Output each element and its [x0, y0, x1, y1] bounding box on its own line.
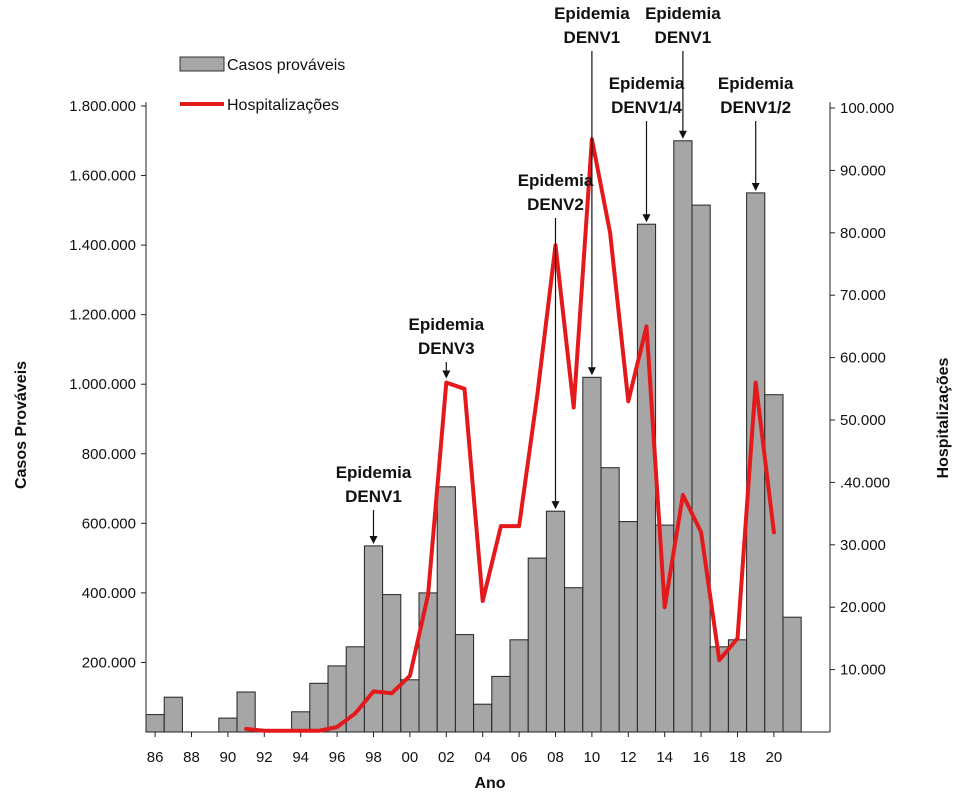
bar-1987 [163, 696, 183, 733]
x-tick-label: 04 [474, 749, 491, 766]
annotation-label: Epidemia [645, 4, 721, 23]
bar-1995 [309, 682, 329, 733]
hospitalizacoes-line [244, 137, 776, 733]
bar-2013 [636, 223, 657, 733]
annotation-arrow-head [369, 535, 378, 544]
bar-1990 [218, 717, 238, 733]
x-tick-label: 98 [365, 749, 382, 766]
y-right-tick-label: 90.000 [840, 162, 886, 179]
y-right-tick-label: 80.000 [840, 225, 886, 242]
y-left-tick-label: 1.600.000 [69, 168, 136, 185]
annotation-label: Epidemia [336, 463, 412, 482]
bar-2007 [527, 557, 547, 733]
y-left-tick-label: 800.000 [82, 446, 136, 463]
bar-2010 [582, 376, 602, 733]
annotation-arrow-head [442, 370, 451, 379]
annotation-label: DENV3 [418, 339, 475, 358]
y-left-axis-title: Casos Prováveis [13, 361, 30, 489]
annotation-arrow-head [678, 130, 687, 139]
y-right-tick-label: 10.000 [840, 662, 886, 679]
bar-2020 [764, 394, 784, 733]
x-tick-label: 00 [402, 749, 419, 766]
bar-2009 [564, 587, 584, 733]
annotation-label: DENV1 [655, 28, 712, 47]
x-tick-label: 94 [292, 749, 309, 766]
x-tick-label: 02 [438, 749, 455, 766]
y-right-tick-label: 70.000 [840, 287, 886, 304]
y-right-tick-label: 50.000 [840, 412, 886, 429]
bar-2001 [418, 592, 438, 733]
bar-2011 [600, 467, 620, 733]
bar-1986 [145, 714, 165, 733]
y-left-tick-label: 1.800.000 [69, 98, 136, 115]
annotation-label: DENV2 [527, 195, 584, 214]
y-right-tick-label: 20.000 [840, 599, 886, 616]
x-tick-label: 20 [766, 749, 783, 766]
legend: Casos prováveis Hospitalizações [179, 56, 345, 114]
bar-2015 [673, 140, 693, 733]
annotation-label: Epidemia [518, 171, 594, 190]
annotation-label: Epidemia [554, 4, 630, 23]
x-tick-label: 08 [547, 749, 564, 766]
bar-2021 [782, 616, 802, 733]
bar-2012 [618, 521, 638, 733]
x-tick-label: 92 [256, 749, 273, 766]
annotation-arrow-head [587, 367, 596, 376]
x-tick-label: 90 [220, 749, 237, 766]
y-left-tick-label: 1.400.000 [69, 237, 136, 254]
x-tick-label: 12 [620, 749, 637, 766]
line-layer [244, 137, 776, 733]
x-tick-label: 88 [183, 749, 200, 766]
x-tick-label: 06 [511, 749, 528, 766]
x-axis-title: Ano [474, 775, 505, 792]
annotation-label: DENV1/2 [720, 98, 791, 117]
x-tick-label: 96 [329, 749, 346, 766]
bars-layer [145, 140, 802, 733]
y-left-tick-label: 1.000.000 [69, 376, 136, 393]
x-tick-label: 16 [693, 749, 710, 766]
annotation-label: Epidemia [609, 74, 685, 93]
bar-2003 [454, 634, 475, 733]
y-left-tick-label: 1.200.000 [69, 307, 136, 324]
annotation-label: DENV1 [345, 487, 402, 506]
bar-2016 [691, 204, 711, 733]
annotation-arrow-head [642, 214, 651, 223]
annotation-label: Epidemia [718, 74, 794, 93]
y-right-tick-label: 60.000 [840, 350, 886, 367]
annotation-arrow-head [551, 501, 560, 510]
annotation-label: DENV1 [564, 28, 621, 47]
y-right-tick-label: .40.000 [840, 474, 890, 491]
bar-2002 [436, 486, 456, 733]
bar-2008 [545, 510, 566, 733]
y-left-tick-label: 600.000 [82, 515, 136, 532]
bar-2018 [727, 639, 748, 733]
y-right-tick-label: 100.000 [840, 100, 894, 117]
x-tick-label: 86 [147, 749, 164, 766]
y-left-tick-label: 200.000 [82, 654, 136, 671]
x-tick-label: 14 [656, 749, 673, 766]
annotation-label: DENV1/4 [611, 98, 682, 117]
bar-2005 [491, 675, 511, 733]
legend-label-line: Hospitalizações [227, 97, 339, 114]
legend-swatch-bars [179, 56, 225, 72]
bar-2000 [400, 679, 420, 733]
bar-1999 [382, 594, 402, 733]
annotation-arrow-head [751, 182, 760, 191]
bar-1998 [363, 545, 384, 733]
bar-1991 [236, 691, 256, 733]
x-tick-label: 10 [584, 749, 601, 766]
bar-2006 [509, 639, 529, 733]
bar-2004 [473, 703, 493, 733]
y-right-tick-label: 30.000 [840, 537, 886, 554]
legend-label-bars: Casos prováveis [227, 57, 345, 74]
axes-layer: 200.000 400.000 600.000 800.000 1.000.000 1.2… [69, 98, 894, 766]
y-right-axis-title: Hospitalizações [935, 357, 952, 478]
annotations-layer: Epidemia DENV1 Epidemia DENV3 Epidemia DENV2 E… [336, 4, 794, 544]
y-left-tick-label: 400.000 [82, 585, 136, 602]
x-tick-label: 18 [729, 749, 746, 766]
annotation-label: Epidemia [409, 315, 485, 334]
